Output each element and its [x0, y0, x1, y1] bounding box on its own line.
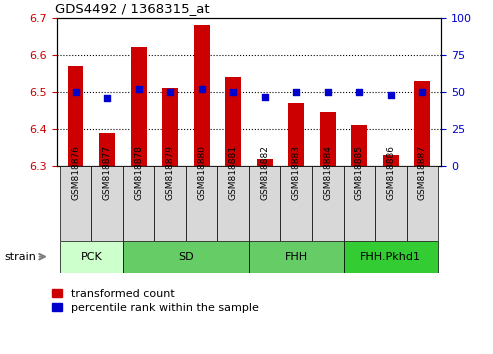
Bar	[186, 166, 217, 241]
Text: GSM818887: GSM818887	[418, 145, 427, 200]
Text: GSM818879: GSM818879	[166, 145, 175, 200]
Point	[355, 89, 363, 95]
Bar	[344, 166, 375, 241]
Bar	[257, 159, 273, 166]
Text: SD: SD	[178, 252, 194, 262]
Bar	[344, 241, 438, 273]
Bar	[60, 166, 91, 241]
Bar	[68, 66, 83, 166]
Bar	[320, 113, 336, 166]
Point	[387, 92, 395, 98]
Text: GSM818881: GSM818881	[229, 145, 238, 200]
Point	[135, 86, 142, 92]
Bar	[281, 166, 312, 241]
Bar	[407, 166, 438, 241]
Bar	[131, 47, 146, 166]
Point	[419, 89, 426, 95]
Text: GSM818876: GSM818876	[71, 145, 80, 200]
Text: GSM818883: GSM818883	[292, 145, 301, 200]
Point	[292, 89, 300, 95]
Point	[166, 89, 174, 95]
Point	[71, 89, 79, 95]
Bar	[91, 166, 123, 241]
Bar	[225, 77, 241, 166]
Bar	[217, 166, 249, 241]
Text: GSM818878: GSM818878	[134, 145, 143, 200]
Text: GSM818880: GSM818880	[197, 145, 206, 200]
Text: PCK: PCK	[80, 252, 102, 262]
Bar	[123, 241, 249, 273]
Text: GSM818885: GSM818885	[355, 145, 364, 200]
Bar	[352, 126, 367, 166]
Point	[229, 89, 237, 95]
Bar	[415, 81, 430, 166]
Text: strain: strain	[4, 252, 36, 262]
Point	[324, 89, 332, 95]
Point	[103, 95, 111, 101]
Text: GSM818882: GSM818882	[260, 145, 269, 200]
Bar	[162, 88, 178, 166]
Bar	[60, 241, 123, 273]
Bar	[123, 166, 154, 241]
Bar	[288, 103, 304, 166]
Bar	[154, 166, 186, 241]
Legend: transformed count, percentile rank within the sample: transformed count, percentile rank withi…	[52, 289, 259, 313]
Text: FHH: FHH	[284, 252, 308, 262]
Bar	[375, 166, 407, 241]
Bar	[194, 25, 210, 166]
Point	[261, 94, 269, 99]
Bar	[249, 241, 344, 273]
Text: GSM818877: GSM818877	[103, 145, 111, 200]
Text: GSM818884: GSM818884	[323, 145, 332, 200]
Bar	[383, 155, 399, 166]
Bar	[249, 166, 281, 241]
Bar	[99, 133, 115, 166]
Text: GSM818886: GSM818886	[387, 145, 395, 200]
Bar	[312, 166, 344, 241]
Text: GDS4492 / 1368315_at: GDS4492 / 1368315_at	[55, 2, 210, 15]
Text: FHH.Pkhd1: FHH.Pkhd1	[360, 252, 422, 262]
Point	[198, 86, 206, 92]
